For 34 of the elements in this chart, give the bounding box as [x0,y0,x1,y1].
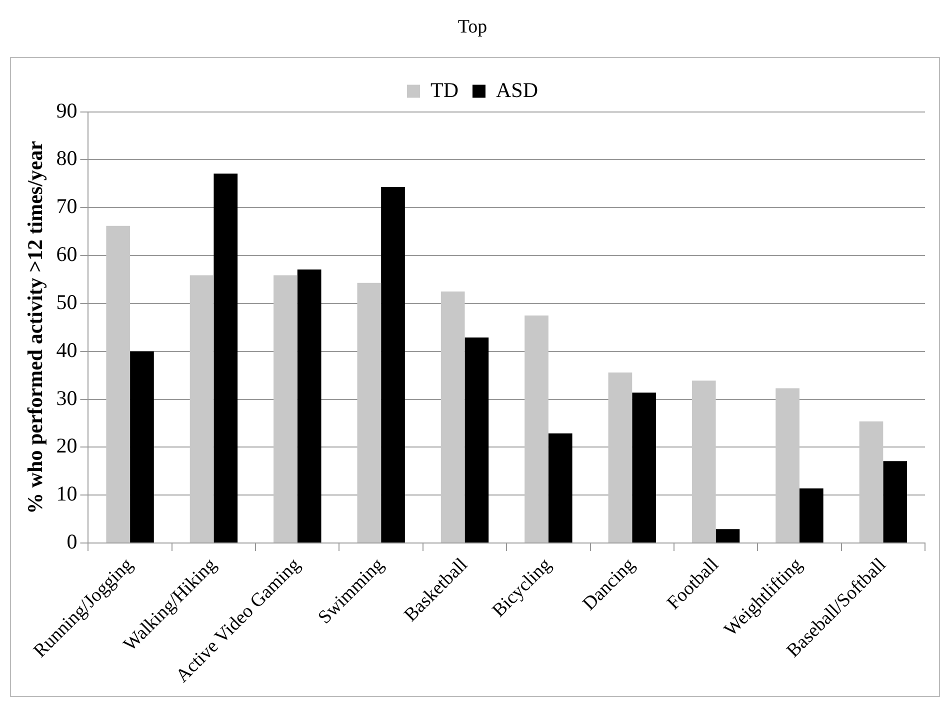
bar [776,388,800,543]
y-tick-label: 40 [56,338,78,362]
y-axis-title: % who performed activity >12 times/year [23,140,48,514]
y-tick-label: 70 [56,194,78,218]
legend-label: TD [430,78,458,102]
y-tick-label: 80 [56,146,78,170]
y-tick-label: 90 [56,98,78,122]
bar [799,488,824,543]
bar [692,380,716,543]
bar [440,291,465,543]
bar [357,282,382,543]
legend-label: ASD [496,78,538,102]
bar [716,529,740,543]
y-tick-label: 50 [56,290,78,314]
bar [859,421,884,543]
y-tick-label: 0 [66,530,78,554]
bar [214,174,238,543]
y-tick-label: 30 [56,386,78,410]
y-tick-label: 10 [56,482,78,506]
bar [883,461,908,543]
bar [297,269,322,543]
bar [524,315,548,543]
chart-title: Top [458,16,488,38]
y-tick-label: 20 [56,434,78,458]
bar [608,372,632,543]
bar [190,275,214,543]
bar [632,392,656,543]
bar [130,351,154,543]
bar [548,433,572,543]
bar [274,275,298,543]
y-tick-label: 60 [56,242,78,266]
bar [381,187,405,543]
bar [464,337,489,543]
bar [106,226,130,543]
